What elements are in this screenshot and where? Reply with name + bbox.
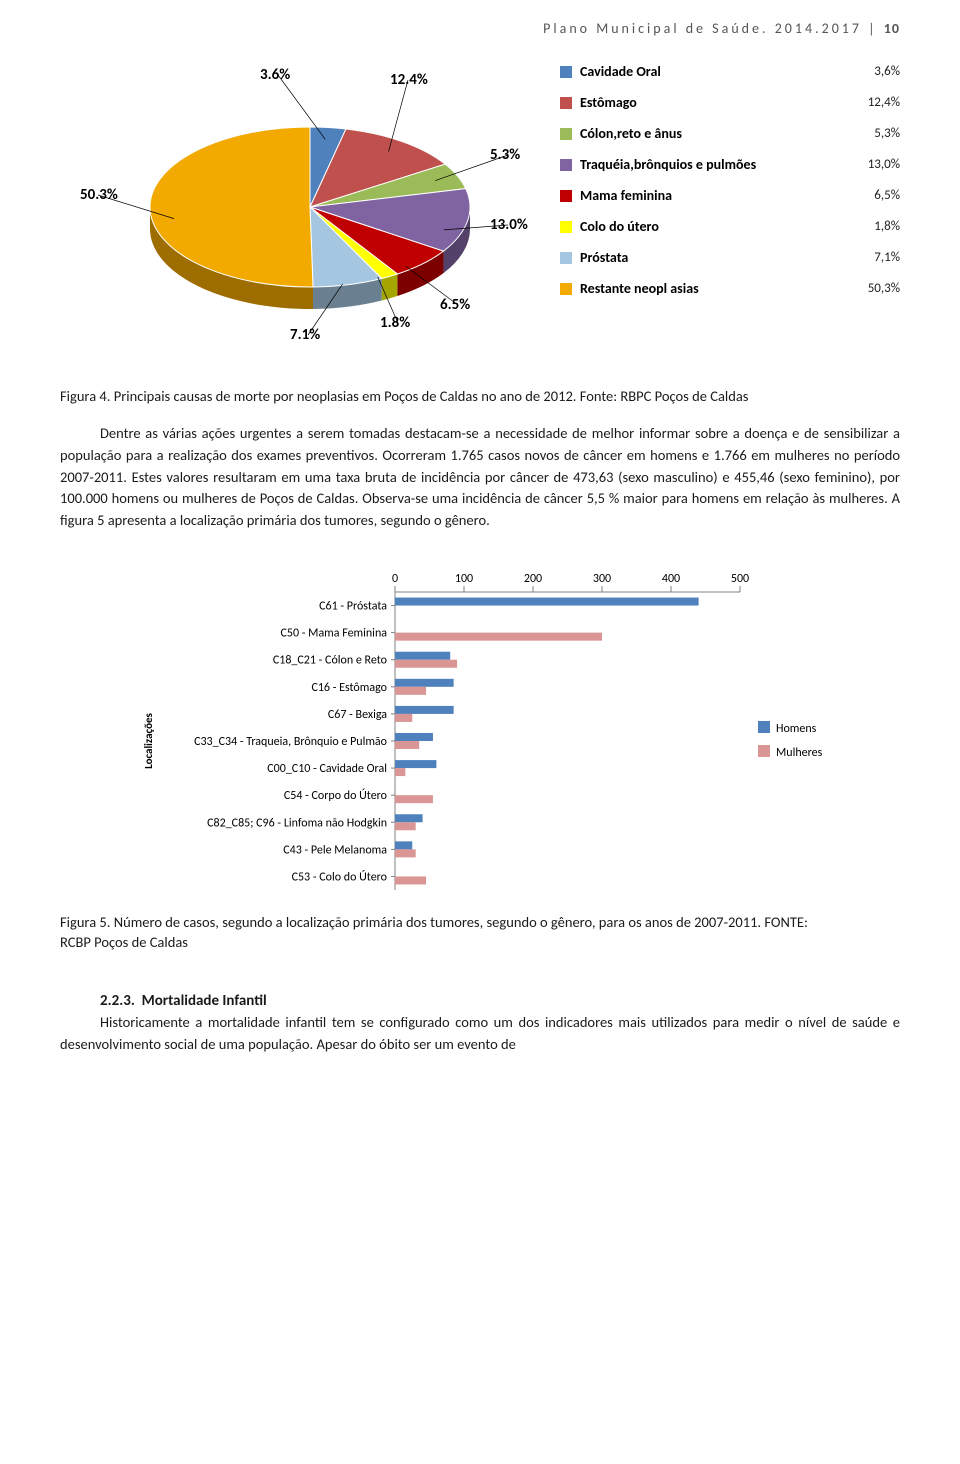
legend-pct: 3,6% <box>848 64 900 79</box>
svg-text:7.1%: 7.1% <box>290 326 320 344</box>
bar-svg: 0 100 200 300 400 500 C61 - Próstata C50 - Mama… <box>140 562 840 902</box>
pie-plot-area: 3.6% 12.4% 5.3% 13.0% 6.5% 1.8% 7.1% 50.3% <box>60 57 540 357</box>
legend-pct: 12,4% <box>848 95 900 110</box>
section-number: 2.2.3. <box>100 992 135 1010</box>
legend-swatch <box>560 221 572 233</box>
svg-text:0: 0 <box>392 572 398 586</box>
page-number: 10 <box>884 20 900 37</box>
legend-swatch <box>560 252 572 264</box>
figure5-prefix: Figura 5. <box>60 913 110 931</box>
svg-text:Homens: Homens <box>776 722 817 736</box>
legend-label: Mama feminina <box>580 187 848 204</box>
body-paragraph-1-text: Dentre as várias ações urgentes a serem … <box>60 423 900 532</box>
section-title: Mortalidade Infantil <box>142 992 267 1010</box>
legend-pct: 6,5% <box>848 188 900 203</box>
body-paragraph-1: Dentre as várias ações urgentes a serem … <box>60 423 900 532</box>
svg-text:C18_C21 - Cólon e Reto: C18_C21 - Cólon e Reto <box>273 653 387 667</box>
section-body: Historicamente a mortalidade infantil te… <box>60 1012 900 1056</box>
pie-legend-row: Estômago12,4% <box>560 94 900 111</box>
legend-label: Colo do útero <box>580 218 848 235</box>
svg-text:Localizações: Localizações <box>142 712 155 768</box>
figure4-caption: Figura 4. Principais causas de morte por… <box>60 387 900 405</box>
svg-text:6.5%: 6.5% <box>440 296 470 314</box>
svg-text:5.3%: 5.3% <box>490 146 520 164</box>
pie-svg: 3.6% 12.4% 5.3% 13.0% 6.5% 1.8% 7.1% 50.3% <box>60 57 540 357</box>
legend-swatch <box>560 97 572 109</box>
svg-text:13.0%: 13.0% <box>490 216 528 234</box>
legend-pct: 50,3% <box>848 281 900 296</box>
svg-text:300: 300 <box>593 572 611 586</box>
pie-legend-row: Colo do útero1,8% <box>560 218 900 235</box>
svg-text:Mulheres: Mulheres <box>776 746 823 760</box>
legend-pct: 13,0% <box>848 157 900 172</box>
section-body-text: Historicamente a mortalidade infantil te… <box>60 1013 900 1053</box>
section-heading: 2.2.3. Mortalidade Infantil <box>100 992 900 1010</box>
svg-text:C16 - Estômago: C16 - Estômago <box>311 681 387 695</box>
svg-text:C67 - Bexiga: C67 - Bexiga <box>328 708 387 722</box>
pie-legend-row: Próstata7,1% <box>560 249 900 266</box>
figure4-pie-chart: 3.6% 12.4% 5.3% 13.0% 6.5% 1.8% 7.1% 50.3% Cavi… <box>60 57 900 357</box>
page-sep: | <box>868 20 877 37</box>
pie-legend: Cavidade Oral3,6%Estômago12,4%Cólon,reto… <box>560 57 900 311</box>
running-title: Plano Municipal de Saúde. 2014.2017 <box>543 20 862 37</box>
pie-legend-row: Cavidade Oral3,6% <box>560 63 900 80</box>
legend-label: Próstata <box>580 249 848 266</box>
svg-text:C50 - Mama Feminina: C50 - Mama Feminina <box>281 626 388 640</box>
legend-swatch <box>560 66 572 78</box>
figure4-caption-text: Principais causas de morte por neoplasia… <box>110 387 748 405</box>
svg-text:C43 - Pele Melanoma: C43 - Pele Melanoma <box>283 843 387 857</box>
pie-legend-row: Cólon,reto e ânus5,3% <box>560 125 900 142</box>
legend-swatch <box>560 128 572 140</box>
legend-label: Restante neopl asias <box>580 280 848 297</box>
pie-legend-row: Restante neopl asias50,3% <box>560 280 900 297</box>
legend-label: Estômago <box>580 94 848 111</box>
svg-text:100: 100 <box>455 572 473 586</box>
legend-label: Traquéia,brônquios e pulmões <box>580 156 848 173</box>
legend-label: Cavidade Oral <box>580 63 848 80</box>
svg-text:C61 - Próstata: C61 - Próstata <box>319 599 387 613</box>
legend-swatch <box>560 190 572 202</box>
svg-text:400: 400 <box>662 572 680 586</box>
svg-text:12.4%: 12.4% <box>390 71 428 89</box>
running-header: Plano Municipal de Saúde. 2014.2017 | 10 <box>60 20 900 37</box>
legend-pct: 5,3% <box>848 126 900 141</box>
pie-legend-row: Traquéia,brônquios e pulmões13,0% <box>560 156 900 173</box>
pie-legend-row: Mama feminina6,5% <box>560 187 900 204</box>
legend-pct: 1,8% <box>848 219 900 234</box>
legend-label: Cólon,reto e ânus <box>580 125 848 142</box>
figure5-caption: Figura 5. Número de casos, segundo a loc… <box>60 912 840 953</box>
svg-text:C53 - Colo do Útero: C53 - Colo do Útero <box>292 869 387 884</box>
svg-text:C82_C85; C96 - Linfoma não Hod: C82_C85; C96 - Linfoma não Hodgkin <box>207 816 387 830</box>
svg-text:500: 500 <box>731 572 749 586</box>
legend-swatch <box>560 283 572 295</box>
legend-swatch <box>560 159 572 171</box>
svg-text:1.8%: 1.8% <box>380 314 410 332</box>
figure4-prefix: Figura 4. <box>60 387 110 405</box>
svg-text:C54 - Corpo do Útero: C54 - Corpo do Útero <box>284 788 387 803</box>
svg-text:C00_C10 - Cavidade Oral: C00_C10 - Cavidade Oral <box>267 762 387 776</box>
svg-text:200: 200 <box>524 572 542 586</box>
figure5-bar-chart: 0 100 200 300 400 500 C61 - Próstata C50 - Mama… <box>140 562 840 902</box>
svg-text:3.6%: 3.6% <box>260 66 290 84</box>
svg-text:C33_C34 - Traqueia, Brônquio e: C33_C34 - Traqueia, Brônquio e Pulmão <box>194 735 387 749</box>
legend-pct: 7,1% <box>848 250 900 265</box>
svg-text:50.3%: 50.3% <box>80 186 118 204</box>
figure5-caption-text: Número de casos, segundo a localização p… <box>60 913 808 951</box>
